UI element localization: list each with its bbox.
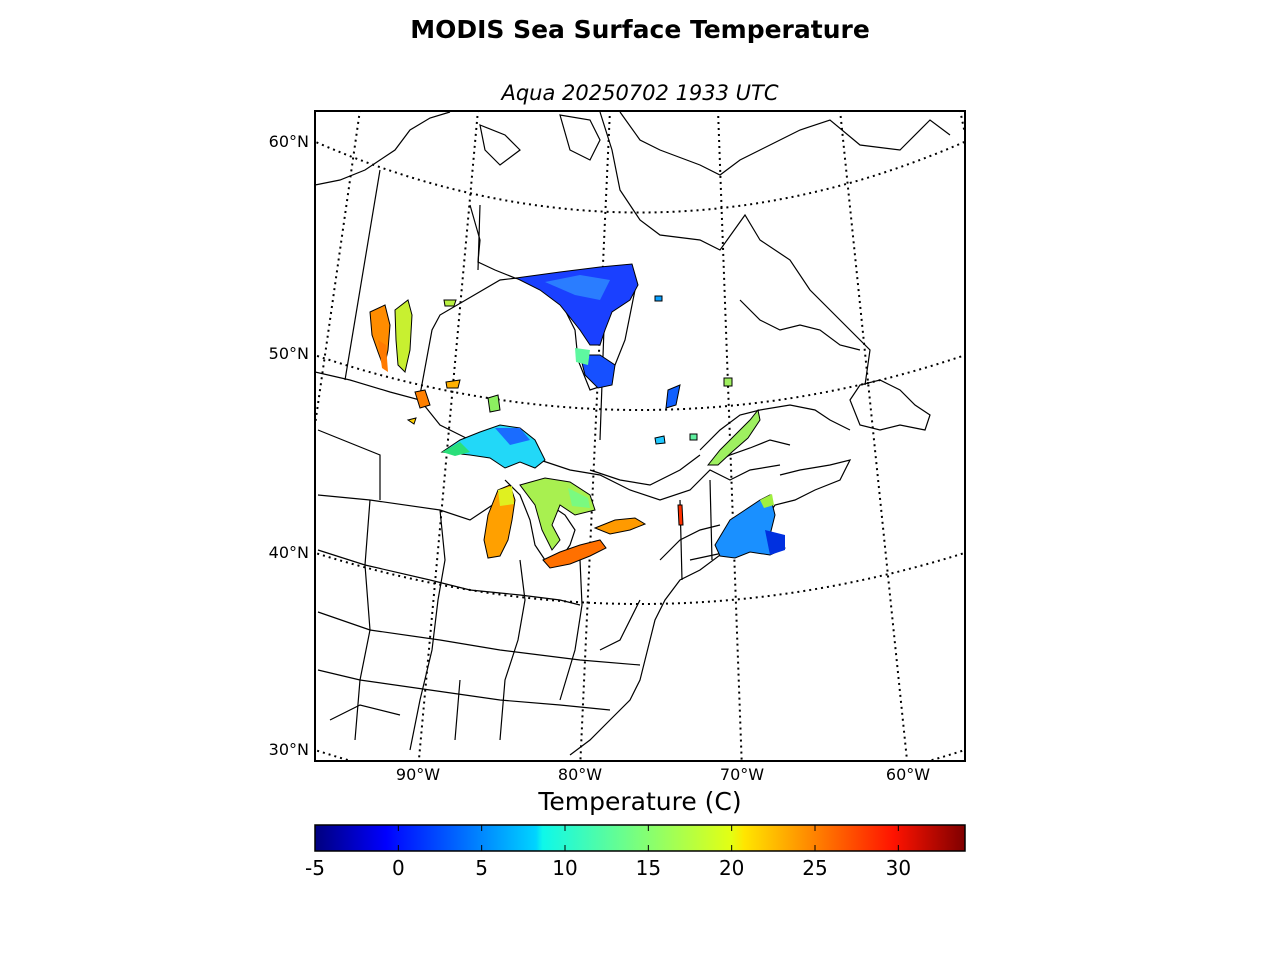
sst-lake-nipigon — [487, 394, 501, 413]
colorbar-tick-label: 10 — [552, 856, 577, 880]
parallel-60n — [315, 140, 965, 214]
state-border-8 — [559, 559, 583, 701]
canada-us-border — [315, 371, 781, 501]
sst-fundy-cold — [765, 530, 785, 555]
sst-quebec-lake-4 — [689, 433, 698, 441]
ungava-coast — [599, 111, 871, 386]
sst-james-bay-edge — [575, 348, 590, 365]
sst-quebec-lake-3 — [654, 435, 666, 445]
lon-label: 70°W — [720, 765, 764, 784]
state-border-4 — [317, 669, 611, 711]
lat-label: 40°N — [269, 543, 309, 562]
lon-label: 80°W — [558, 765, 602, 784]
sst-st-lawrence — [706, 408, 761, 466]
state-border-13 — [599, 599, 641, 651]
sst-lake-of-woods — [414, 389, 431, 409]
sst-gulf-of-maine-warm — [760, 494, 774, 508]
lon-label: 90°W — [396, 765, 440, 784]
sst-quebec-lake-5 — [723, 377, 733, 387]
quebec-labrador-coast — [739, 299, 861, 351]
colorbar-label: Temperature (C) — [537, 787, 741, 816]
colorbar-tick-label: 20 — [719, 856, 744, 880]
sst-lake-erie — [542, 539, 607, 569]
meridian-90w — [417, 111, 479, 761]
sst-lake-ontario — [593, 517, 647, 535]
baffin-coast — [619, 111, 951, 176]
sst-hudson-bay-patch — [545, 275, 610, 300]
colorbar-ticks: -5 0 5 10 15 20 25 30 — [305, 825, 911, 880]
st-lawrence-north-shore — [699, 404, 851, 451]
sst-nw-lake-3 — [406, 417, 417, 425]
sst-lake-manitoba — [378, 340, 388, 372]
state-border-18 — [329, 704, 401, 721]
colorbar-tick-label: 15 — [636, 856, 661, 880]
state-border-3 — [317, 611, 641, 666]
province-border-3 — [477, 204, 481, 271]
colorbar-tick-label: 0 — [392, 856, 405, 880]
northern-island-1 — [559, 114, 601, 161]
meridian-60w — [839, 111, 909, 761]
state-border-1 — [369, 499, 501, 521]
state-border-11 — [317, 494, 371, 501]
sst-georgian-bay — [568, 488, 590, 508]
state-border-6 — [409, 509, 446, 751]
sst-quebec-lake-2 — [665, 384, 681, 409]
map-frame — [314, 110, 966, 762]
sst-lake-champlain — [677, 504, 684, 526]
meridian-80w — [579, 111, 611, 761]
state-border-2 — [364, 564, 581, 606]
sst-james-bay — [579, 354, 616, 389]
state-border-15 — [709, 479, 713, 561]
us-east-coast — [569, 544, 761, 756]
colorbar-tick-label: 25 — [802, 856, 827, 880]
hudson-bay-coast — [315, 111, 451, 186]
province-border-4 — [344, 169, 381, 381]
lon-labels: 90°W 80°W 70°W 60°W — [396, 765, 930, 784]
sst-quebec-lake-1 — [654, 295, 663, 302]
lat-label: 30°N — [269, 740, 309, 759]
hudson-bay-south-coast — [469, 204, 636, 391]
lat-label: 60°N — [269, 132, 309, 151]
colorbar-tick-label: 30 — [886, 856, 911, 880]
northern-island-2 — [479, 124, 521, 166]
state-border-10 — [317, 429, 381, 500]
map-area — [315, 111, 965, 761]
sst-lake-superior-blue — [495, 428, 530, 445]
lat-label: 50°N — [269, 344, 309, 363]
figure-subtitle: Aqua 20250702 1933 UTC — [499, 81, 778, 105]
figure-title: MODIS Sea Surface Temperature — [410, 15, 870, 44]
state-border-7 — [499, 559, 526, 741]
colorbar — [314, 824, 966, 852]
sst-nw-lake-2 — [445, 379, 461, 389]
colorbar-tick-label: -5 — [305, 856, 325, 880]
state-border-9 — [659, 524, 721, 561]
sst-nw-lake-1 — [443, 299, 457, 307]
colorbar-tick-label: 5 — [475, 856, 488, 880]
state-border-17 — [454, 679, 461, 741]
lat-labels: 60°N 50°N 40°N 30°N — [269, 132, 309, 759]
st-lawrence-river — [589, 454, 701, 486]
state-border-12 — [317, 549, 366, 566]
state-border-5 — [354, 499, 371, 741]
province-border-1 — [419, 277, 518, 396]
lon-label: 60°W — [886, 765, 930, 784]
sst-data — [369, 263, 786, 569]
newfoundland-coast — [849, 379, 931, 431]
sst-lake-winnipeg — [394, 299, 413, 373]
sst-lake-michigan-north — [498, 486, 514, 506]
sst-lake-superior-west — [442, 442, 470, 456]
